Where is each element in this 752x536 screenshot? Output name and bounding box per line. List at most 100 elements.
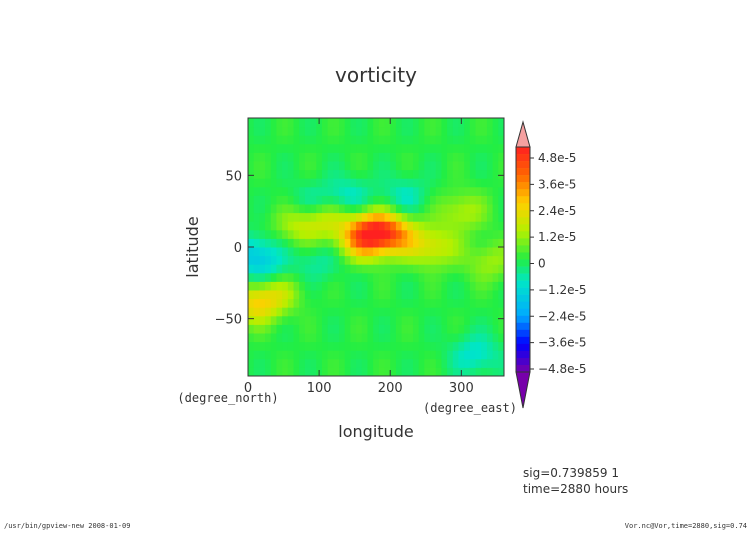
field-cell [435, 307, 442, 317]
field-cell [475, 238, 482, 248]
field-cell [361, 281, 368, 291]
field-cell [287, 238, 295, 248]
field-cell [373, 178, 380, 188]
field-cell [265, 290, 272, 300]
field-cell [310, 221, 317, 231]
field-cell [248, 221, 255, 231]
field-cell [407, 238, 414, 248]
field-cell [412, 315, 420, 325]
field-cell [333, 169, 340, 179]
field-cell [304, 281, 312, 291]
colorbar-band [516, 273, 530, 281]
field-cell [481, 221, 488, 231]
field-cell [395, 272, 403, 282]
field-cell [327, 307, 334, 317]
field-cell [287, 178, 295, 188]
field-cell [401, 221, 408, 231]
field-cell [475, 178, 482, 188]
field-cell [287, 204, 295, 214]
field-cell [486, 135, 494, 145]
field-cell [327, 333, 334, 343]
field-cell [401, 143, 408, 153]
field-cell [441, 307, 448, 317]
field-cell [327, 221, 334, 231]
field-cell [486, 324, 494, 334]
field-cell [270, 126, 277, 136]
field-cell [407, 367, 414, 377]
field-cell [361, 143, 368, 153]
field-cell [361, 341, 368, 351]
field-cell [253, 143, 260, 153]
field-cell [401, 229, 408, 239]
field-cell [316, 195, 323, 205]
field-cell [481, 238, 488, 248]
field-cell [384, 272, 391, 282]
field-cell [333, 315, 340, 325]
field-cell [469, 272, 477, 282]
field-cell [356, 229, 363, 239]
field-cell [401, 169, 408, 179]
field-cell [304, 135, 312, 145]
field-cell [378, 195, 386, 205]
field-cell [458, 221, 465, 231]
field-cell [265, 255, 272, 265]
field-cell [430, 178, 437, 188]
field-cell [350, 281, 357, 291]
field-cell [316, 135, 323, 145]
field-cell [384, 264, 391, 274]
field-cell [259, 152, 266, 162]
field-cell [412, 221, 420, 231]
field-cell [401, 315, 408, 325]
field-cell [248, 238, 255, 248]
field-cell [282, 212, 289, 222]
field-cell [339, 143, 346, 153]
field-cell [367, 367, 374, 377]
field-cell [293, 204, 300, 214]
field-cell [276, 204, 283, 214]
field-cell [401, 161, 408, 171]
field-cell [475, 169, 482, 179]
field-cell [390, 255, 397, 265]
field-cell [276, 247, 283, 257]
field-cell [327, 238, 334, 248]
field-cell [350, 143, 357, 153]
field-cell [265, 341, 272, 351]
field-cell [412, 169, 420, 179]
field-cell [390, 324, 397, 334]
field-cell [430, 238, 437, 248]
field-cell [481, 178, 488, 188]
field-cell [447, 169, 454, 179]
field-cell [350, 118, 357, 128]
field-cell [299, 298, 306, 308]
field-cell [367, 358, 374, 368]
field-cell [492, 143, 499, 153]
field-cell [367, 290, 374, 300]
field-cell [441, 358, 448, 368]
field-cell [378, 290, 386, 300]
field-cell [276, 186, 283, 196]
field-cell [327, 290, 334, 300]
field-cell [475, 367, 482, 377]
field-cell [395, 358, 403, 368]
field-cell [424, 255, 431, 265]
field-cell [441, 221, 448, 231]
field-cell [333, 118, 340, 128]
field-cell [452, 315, 459, 325]
field-cell [259, 161, 266, 171]
field-cell [447, 307, 454, 317]
field-cell [430, 307, 437, 317]
field-cell [333, 324, 340, 334]
field-cell [384, 143, 391, 153]
colorbar-band [516, 147, 530, 155]
field-cell [367, 264, 374, 274]
field-cell [441, 290, 448, 300]
field-cell [344, 350, 351, 360]
field-cell [412, 126, 420, 136]
field-cell [498, 195, 505, 205]
field-cell [287, 290, 295, 300]
field-cell [378, 298, 386, 308]
field-cell [248, 247, 255, 257]
field-cell [441, 298, 448, 308]
field-cell [344, 212, 351, 222]
field-cell [339, 307, 346, 317]
